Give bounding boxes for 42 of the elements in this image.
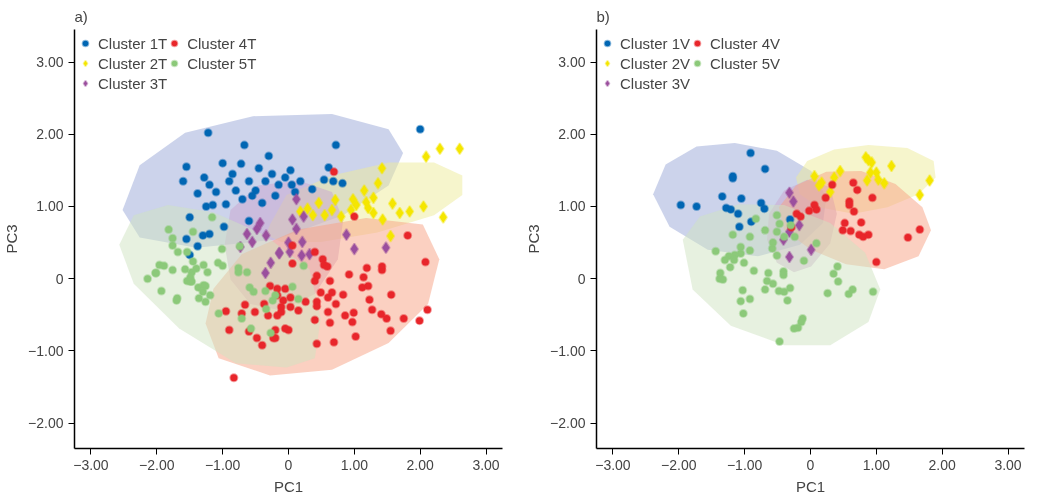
legend-label: Cluster 3T — [98, 74, 168, 92]
x-tick-label: 2.00 — [928, 456, 957, 473]
y-tick-label: 0 — [577, 270, 586, 287]
x-tick-label: −3.00 — [595, 456, 631, 473]
legend-label: Cluster 3V — [620, 74, 691, 92]
x-tick-label: 1.00 — [340, 456, 369, 473]
x-tick-label: 2.00 — [406, 456, 435, 473]
x-tick-label: 3.00 — [994, 456, 1022, 473]
legend-label: Cluster 2T — [98, 54, 168, 72]
chart-title: b) — [596, 7, 610, 25]
y-tick-label: 1.00 — [558, 198, 586, 215]
y-tick-label: 0 — [55, 270, 64, 287]
y-tick-label: 3.00 — [558, 54, 586, 71]
x-tick-label: −2.00 — [661, 456, 697, 473]
legend-label: Cluster 1V — [620, 34, 691, 52]
y-tick-label: 1.00 — [36, 198, 64, 215]
y-tick-label: −1.00 — [550, 342, 586, 359]
x-tick-label: −2.00 — [139, 456, 175, 473]
y-tick-label: −1.00 — [28, 342, 64, 359]
y-axis-title: PC3 — [3, 224, 21, 254]
x-axis-title: PC1 — [273, 477, 304, 495]
legend-label: Cluster 5T — [187, 54, 257, 72]
legend-label: Cluster 4V — [710, 34, 781, 52]
y-tick-label: 2.00 — [558, 126, 586, 143]
chart-title: a) — [74, 7, 88, 25]
legend-label: Cluster 4T — [187, 34, 257, 52]
x-tick-label: 0 — [806, 456, 815, 473]
y-tick-label: 2.00 — [36, 126, 64, 143]
x-tick-label: 0 — [284, 456, 293, 473]
y-axis-title: PC3 — [525, 224, 543, 254]
legend-label: Cluster 5V — [710, 54, 781, 72]
y-tick-label: 3.00 — [36, 54, 64, 71]
x-axis-title: PC1 — [795, 477, 826, 495]
legend-label: Cluster 1T — [98, 34, 168, 52]
y-tick-label: −2.00 — [550, 415, 586, 432]
x-tick-label: −1.00 — [204, 456, 241, 473]
x-tick-label: −1.00 — [726, 456, 763, 473]
x-tick-label: −3.00 — [73, 456, 109, 473]
y-tick-label: −2.00 — [28, 415, 64, 432]
x-tick-label: 1.00 — [862, 456, 891, 473]
legend-label: Cluster 2V — [620, 54, 691, 72]
x-tick-label: 3.00 — [472, 456, 500, 473]
